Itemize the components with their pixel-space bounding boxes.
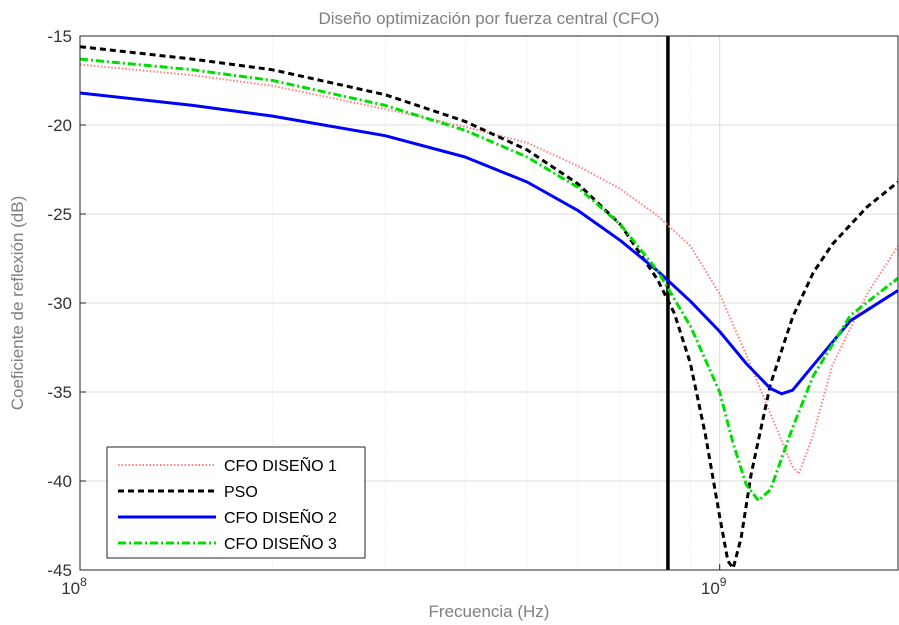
series-line-2 [80, 45, 899, 570]
y-tick-label: -15 [47, 27, 72, 46]
y-tick-label: -40 [47, 472, 72, 491]
x-axis: 108 109 [61, 564, 727, 598]
legend-label-1: CFO DISEÑO 1 [224, 455, 337, 475]
x-tick-label: 109 [701, 575, 727, 598]
y-tick-label: -20 [47, 116, 72, 135]
series-line-1 [80, 63, 899, 475]
legend-label-2: PSO [224, 484, 258, 501]
legend-label-3: CFO DISEÑO 2 [224, 507, 337, 527]
chart-title: Diseño optimización por fuerza central (… [318, 9, 659, 28]
series-line-3 [80, 91, 899, 396]
y-tick-label: -25 [47, 205, 72, 224]
y-axis-label: Coeficiente de reflexión (dB) [8, 196, 27, 411]
series-line-4 [80, 57, 899, 503]
x-tick-label: 108 [61, 575, 87, 598]
plot-area [80, 36, 899, 570]
x-axis-label: Frecuencia (Hz) [429, 602, 550, 621]
y-tick-label: -35 [47, 383, 72, 402]
legend: CFO DISEÑO 1 PSO CFO DISEÑO 2 CFO DISEÑO 3 [106, 446, 366, 559]
legend-label-4: CFO DISEÑO 3 [224, 533, 337, 553]
y-axis: -15 -20 -25 -30 -35 -40 -45 [47, 27, 86, 580]
y-tick-label: -30 [47, 294, 72, 313]
y-tick-label: -45 [47, 561, 72, 580]
